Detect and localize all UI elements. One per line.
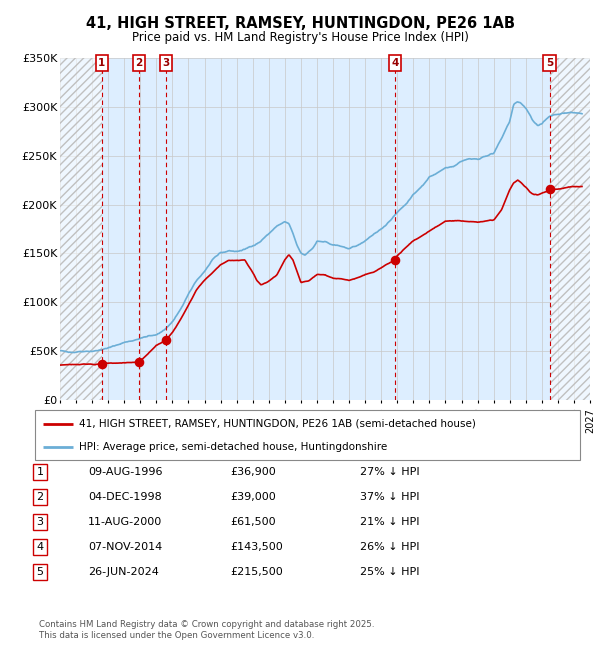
Text: £36,900: £36,900 bbox=[230, 467, 276, 477]
Bar bbox=[60, 58, 102, 400]
Text: HPI: Average price, semi-detached house, Huntingdonshire: HPI: Average price, semi-detached house,… bbox=[79, 441, 387, 452]
Text: 25% ↓ HPI: 25% ↓ HPI bbox=[360, 567, 419, 577]
Text: 27% ↓ HPI: 27% ↓ HPI bbox=[360, 467, 419, 477]
Text: 5: 5 bbox=[37, 567, 44, 577]
Text: 3: 3 bbox=[163, 58, 170, 68]
Bar bbox=[550, 58, 590, 400]
Text: 41, HIGH STREET, RAMSEY, HUNTINGDON, PE26 1AB (semi-detached house): 41, HIGH STREET, RAMSEY, HUNTINGDON, PE2… bbox=[79, 419, 475, 428]
Text: 26% ↓ HPI: 26% ↓ HPI bbox=[360, 542, 419, 552]
Point bbox=[134, 357, 144, 367]
FancyBboxPatch shape bbox=[35, 410, 580, 460]
Text: £39,000: £39,000 bbox=[230, 492, 276, 502]
Text: 4: 4 bbox=[391, 58, 398, 68]
Text: 2: 2 bbox=[37, 492, 44, 502]
Text: 5: 5 bbox=[546, 58, 553, 68]
Text: £61,500: £61,500 bbox=[230, 517, 275, 527]
Text: 37% ↓ HPI: 37% ↓ HPI bbox=[360, 492, 419, 502]
Text: 04-DEC-1998: 04-DEC-1998 bbox=[88, 492, 162, 502]
Text: 1: 1 bbox=[98, 58, 106, 68]
Text: 3: 3 bbox=[37, 517, 44, 527]
Point bbox=[161, 335, 171, 345]
Bar bbox=[60, 58, 102, 400]
Point bbox=[390, 255, 400, 265]
Bar bbox=[550, 58, 590, 400]
Text: 41, HIGH STREET, RAMSEY, HUNTINGDON, PE26 1AB: 41, HIGH STREET, RAMSEY, HUNTINGDON, PE2… bbox=[86, 16, 515, 31]
Point bbox=[97, 359, 107, 369]
Text: 21% ↓ HPI: 21% ↓ HPI bbox=[360, 517, 419, 527]
Text: Contains HM Land Registry data © Crown copyright and database right 2025.
This d: Contains HM Land Registry data © Crown c… bbox=[39, 620, 374, 640]
Text: 1: 1 bbox=[37, 467, 44, 477]
Text: 4: 4 bbox=[37, 542, 44, 552]
Text: 2: 2 bbox=[136, 58, 143, 68]
Text: 26-JUN-2024: 26-JUN-2024 bbox=[88, 567, 159, 577]
Text: 07-NOV-2014: 07-NOV-2014 bbox=[88, 542, 162, 552]
Point bbox=[545, 184, 554, 194]
Text: £143,500: £143,500 bbox=[230, 542, 283, 552]
Text: Price paid vs. HM Land Registry's House Price Index (HPI): Price paid vs. HM Land Registry's House … bbox=[131, 31, 469, 44]
Text: 09-AUG-1996: 09-AUG-1996 bbox=[88, 467, 163, 477]
Text: £215,500: £215,500 bbox=[230, 567, 283, 577]
Text: 11-AUG-2000: 11-AUG-2000 bbox=[88, 517, 162, 527]
